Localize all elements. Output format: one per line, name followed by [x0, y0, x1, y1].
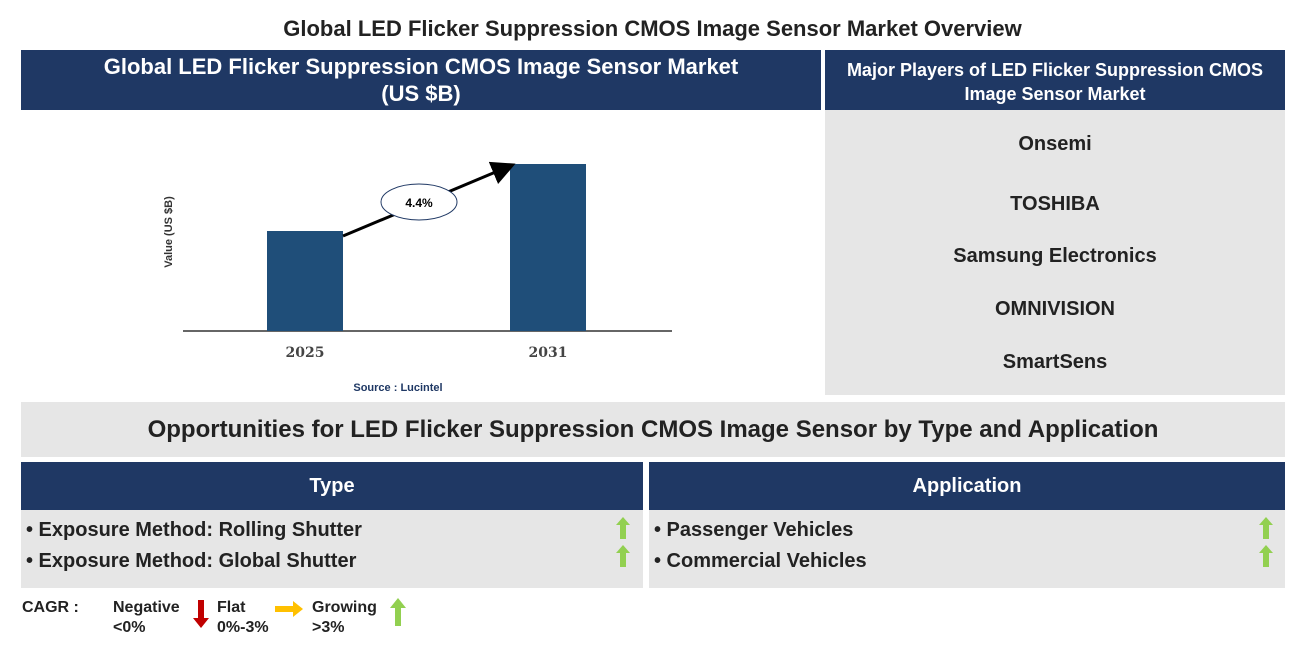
legend-negative-range: <0% — [113, 619, 146, 636]
market-bar-chart: Value (US $B) 2025 2031 4.4% Source : Luc… — [163, 161, 672, 394]
page-title: Global LED Flicker Suppression CMOS Imag… — [283, 16, 1022, 41]
legend-flat-range: 0%-3% — [217, 619, 269, 636]
application-item: • Passenger Vehicles — [654, 519, 854, 541]
type-item: • Exposure Method: Rolling Shutter — [26, 519, 362, 541]
chart-header-line2: (US $B) — [381, 81, 461, 106]
flat-arrow-icon — [275, 601, 303, 617]
legend-growing-label: Growing — [312, 599, 377, 616]
legend-growing: Growing >3% — [312, 598, 377, 638]
growing-arrow-icon — [390, 598, 406, 626]
player-item: Onsemi — [1018, 133, 1092, 155]
growing-arrow-icon — [616, 545, 630, 567]
bar-2025 — [267, 231, 343, 331]
player-item: Samsung Electronics — [953, 245, 1157, 267]
type-list: • Exposure Method: Rolling Shutter • Exp… — [21, 510, 643, 588]
legend-negative-label: Negative — [113, 599, 180, 616]
legend-flat: Flat 0%-3% — [217, 598, 269, 638]
opportunities-title: Opportunities for LED Flicker Suppressio… — [21, 402, 1285, 457]
player-item: TOSHIBA — [1010, 193, 1100, 215]
players-header: Major Players of LED Flicker Suppression… — [825, 50, 1285, 110]
players-list: Onsemi TOSHIBA Samsung Electronics OMNIV… — [825, 110, 1285, 395]
legend-growing-range: >3% — [312, 619, 345, 636]
growing-arrow-icon — [616, 517, 630, 539]
y-axis-label: Value (US $B) — [163, 196, 175, 268]
x-tick-label: 2025 — [286, 345, 325, 361]
legend-negative: Negative <0% — [113, 598, 180, 638]
player-item: SmartSens — [1002, 351, 1108, 373]
application-item: • Commercial Vehicles — [654, 550, 867, 572]
application-header: Application — [649, 462, 1285, 510]
x-tick-label: 2031 — [529, 345, 568, 361]
legend-flat-label: Flat — [217, 599, 246, 616]
bar-2031 — [510, 164, 586, 331]
cagr-legend-label: CAGR : — [22, 599, 79, 616]
growing-arrow-icon — [1259, 517, 1273, 539]
cagr-ellipse — [380, 183, 458, 221]
negative-arrow-icon — [193, 600, 209, 628]
growing-arrow-icon — [1259, 545, 1273, 567]
player-item: OMNIVISION — [994, 298, 1115, 320]
type-header: Type — [21, 462, 643, 510]
cagr-label: 4.4% — [405, 196, 433, 210]
chart-header-line1: Global LED Flicker Suppression CMOS Imag… — [103, 54, 739, 79]
type-item: • Exposure Method: Global Shutter — [26, 550, 357, 572]
application-list: • Passenger Vehicles • Commercial Vehicl… — [649, 510, 1285, 588]
market-chart-header: Global LED Flicker Suppression CMOS Imag… — [21, 50, 821, 110]
source-label: Source : Lucintel — [353, 382, 442, 394]
